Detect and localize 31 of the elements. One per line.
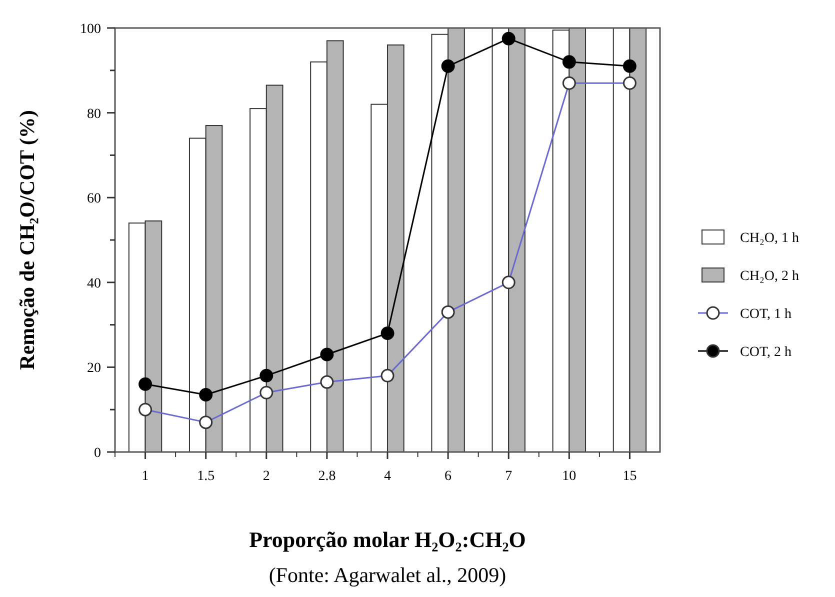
x-tick-label: 7 — [505, 469, 512, 484]
y-axis-title: Remoção de CH₂O/COT (%) — [15, 110, 39, 370]
y-tick-label: 60 — [87, 192, 101, 207]
y-tick-label: 100 — [80, 22, 101, 37]
point — [320, 348, 334, 362]
legend-label: CH₂O, 1 h — [740, 231, 799, 246]
x-tick-label: 10 — [562, 469, 576, 484]
legend-label: COT, 1 h — [740, 307, 792, 322]
point — [199, 388, 213, 402]
x-tick-label: 6 — [444, 469, 452, 484]
point — [502, 32, 516, 46]
x-tick-label: 1 — [142, 469, 149, 484]
text: (Fonte: Agarwalet al., 2009) — [268, 563, 506, 587]
legend-label: CH₂O, 2 h — [740, 269, 799, 284]
point — [622, 59, 636, 73]
legend-label: COT, 2 h — [740, 345, 792, 360]
x-tick-label: 4 — [384, 469, 391, 484]
x-tick-label: 15 — [622, 469, 637, 484]
x-axis-title: Proporção molar H₂O₂:CH₂O — [249, 527, 526, 552]
y-tick-label: 40 — [87, 276, 101, 292]
point — [441, 59, 455, 73]
y-tick-label: 20 — [87, 361, 101, 376]
point — [380, 326, 394, 340]
point — [562, 55, 576, 69]
x-tick-label: 1.5 — [197, 469, 215, 484]
point — [138, 377, 152, 391]
x-tick-label: 2 — [262, 469, 270, 484]
y-tick-label: 80 — [87, 106, 101, 122]
y-tick-label: 0 — [94, 446, 101, 461]
point — [260, 368, 274, 382]
x-tick-label: 2.8 — [318, 469, 336, 484]
